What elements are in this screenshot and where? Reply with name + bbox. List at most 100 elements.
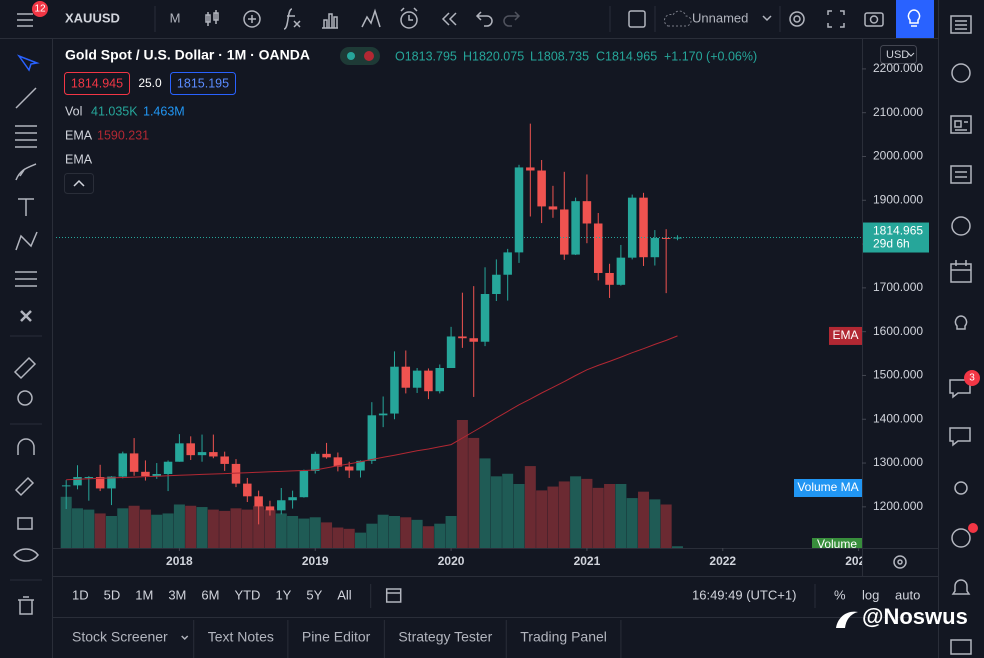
y-tick-label: 1700.000 bbox=[873, 280, 923, 294]
alert-button[interactable] bbox=[400, 7, 418, 29]
candle-body bbox=[503, 252, 512, 275]
trend-line-tool[interactable] bbox=[15, 87, 37, 109]
range-button[interactable]: 5D bbox=[104, 587, 121, 602]
time-axis: 2018 2019 2020 2021 2022 2023 bbox=[166, 548, 862, 568]
indicators-button[interactable] bbox=[283, 8, 301, 30]
candle-body bbox=[537, 170, 546, 207]
auto-toggle[interactable]: auto bbox=[895, 587, 920, 602]
data-window-button[interactable] bbox=[950, 165, 972, 184]
layout-menu-chevron[interactable] bbox=[762, 15, 772, 22]
settings-button[interactable] bbox=[789, 11, 805, 27]
layout-name[interactable]: Unnamed bbox=[692, 10, 748, 25]
text-tool[interactable] bbox=[18, 198, 34, 216]
brush-tool[interactable] bbox=[15, 163, 37, 181]
range-button[interactable]: YTD bbox=[234, 587, 260, 602]
percent-toggle[interactable]: % bbox=[834, 587, 846, 602]
buy-button[interactable] bbox=[170, 72, 236, 95]
range-button[interactable]: 1Y bbox=[275, 587, 291, 602]
hide-tool[interactable] bbox=[13, 548, 39, 562]
screenshot-button[interactable] bbox=[864, 12, 884, 27]
delete-tool[interactable] bbox=[18, 596, 34, 615]
calendar-button[interactable] bbox=[950, 260, 972, 283]
lock-drawings-tool[interactable] bbox=[14, 476, 35, 497]
volume-bar bbox=[660, 504, 672, 548]
date-range-button[interactable] bbox=[385, 588, 402, 603]
candle-body bbox=[661, 237, 671, 239]
ideas-stream-button[interactable] bbox=[954, 315, 968, 330]
range-button[interactable]: 1D bbox=[72, 587, 89, 602]
currency-button[interactable] bbox=[880, 45, 917, 64]
volume-bar bbox=[400, 517, 412, 548]
measure-tool[interactable] bbox=[13, 356, 37, 380]
range-button[interactable]: 6M bbox=[201, 587, 219, 602]
volume-bar bbox=[343, 528, 355, 548]
bottom-panel bbox=[53, 614, 938, 658]
time-axis-settings[interactable] bbox=[893, 555, 907, 569]
bottom-tab[interactable]: Text Notes bbox=[208, 629, 274, 645]
candle-body bbox=[526, 167, 535, 171]
tab-chevron bbox=[181, 635, 189, 641]
collapse-legend-button[interactable] bbox=[64, 173, 94, 194]
bid-price: 1814.945 bbox=[71, 76, 123, 90]
cursor-tool[interactable] bbox=[16, 54, 40, 72]
remove-tool[interactable] bbox=[20, 310, 32, 322]
interval[interactable]: M bbox=[170, 10, 181, 25]
streams-button[interactable] bbox=[949, 427, 971, 447]
lock-tool[interactable] bbox=[17, 517, 33, 530]
market-button[interactable] bbox=[951, 528, 971, 548]
bottom-tab[interactable]: Stock Screener bbox=[72, 629, 168, 645]
candle-body bbox=[95, 477, 105, 489]
legend-title: Gold Spot / U.S. Dollar · 1M · OANDA bbox=[65, 47, 310, 63]
fullscreen-button[interactable] bbox=[827, 10, 845, 28]
candle-body bbox=[118, 453, 128, 477]
candle-body bbox=[571, 201, 580, 255]
range-button[interactable]: 5Y bbox=[306, 587, 322, 602]
layout-button[interactable] bbox=[628, 10, 646, 28]
volume-bar bbox=[94, 513, 106, 548]
undo-button[interactable] bbox=[475, 11, 493, 27]
ema-line bbox=[66, 335, 678, 481]
legend-open: O1813.795 bbox=[395, 49, 457, 63]
menu-button[interactable] bbox=[17, 13, 33, 27]
help-button[interactable] bbox=[950, 639, 972, 655]
candle-type-button[interactable] bbox=[205, 10, 219, 26]
range-button[interactable]: 3M bbox=[168, 587, 186, 602]
volume-bar bbox=[468, 437, 480, 548]
legend-change: +1.170 (+0.06%) bbox=[664, 49, 757, 63]
volume-bar bbox=[638, 491, 650, 548]
replay-chart-button[interactable] bbox=[361, 8, 381, 28]
zoom-tool[interactable] bbox=[17, 390, 33, 406]
ideas-button[interactable] bbox=[896, 0, 934, 38]
candle-body bbox=[107, 476, 116, 489]
candle-body bbox=[458, 336, 467, 339]
templates-button[interactable] bbox=[322, 13, 338, 29]
candle-body bbox=[650, 237, 660, 258]
range-button[interactable]: All bbox=[337, 587, 352, 602]
sell-button[interactable] bbox=[64, 72, 130, 95]
volume-bar bbox=[490, 476, 502, 548]
hotlist-button[interactable] bbox=[951, 216, 971, 236]
candle-body bbox=[175, 443, 184, 462]
fib-tool[interactable] bbox=[15, 125, 37, 148]
volume-bar bbox=[83, 509, 95, 548]
range-button[interactable]: 1M bbox=[135, 587, 153, 602]
prediction-tool[interactable] bbox=[15, 271, 37, 287]
magnet-tool[interactable] bbox=[17, 438, 35, 455]
bottom-tab[interactable]: Pine Editor bbox=[302, 629, 371, 645]
replay-button[interactable] bbox=[441, 12, 457, 26]
alerts-button[interactable] bbox=[951, 63, 971, 83]
pattern-tool[interactable] bbox=[15, 231, 38, 251]
bottom-tab[interactable]: Trading Panel bbox=[520, 629, 607, 645]
x-tick-label: 2020 bbox=[438, 554, 465, 568]
legend-low: L1808.735 bbox=[530, 49, 589, 63]
notifications-button[interactable] bbox=[951, 579, 971, 595]
compare-button[interactable] bbox=[243, 10, 261, 28]
bottom-tab[interactable]: Strategy Tester bbox=[398, 629, 492, 645]
symbol[interactable]: XAUUSD bbox=[65, 10, 120, 25]
current-price-tag bbox=[863, 222, 929, 253]
watchlist-button[interactable] bbox=[950, 15, 972, 34]
redo-button[interactable] bbox=[503, 11, 521, 27]
log-toggle[interactable]: log bbox=[862, 587, 879, 602]
broadcast-button[interactable] bbox=[954, 481, 968, 495]
news-button[interactable] bbox=[950, 115, 972, 134]
